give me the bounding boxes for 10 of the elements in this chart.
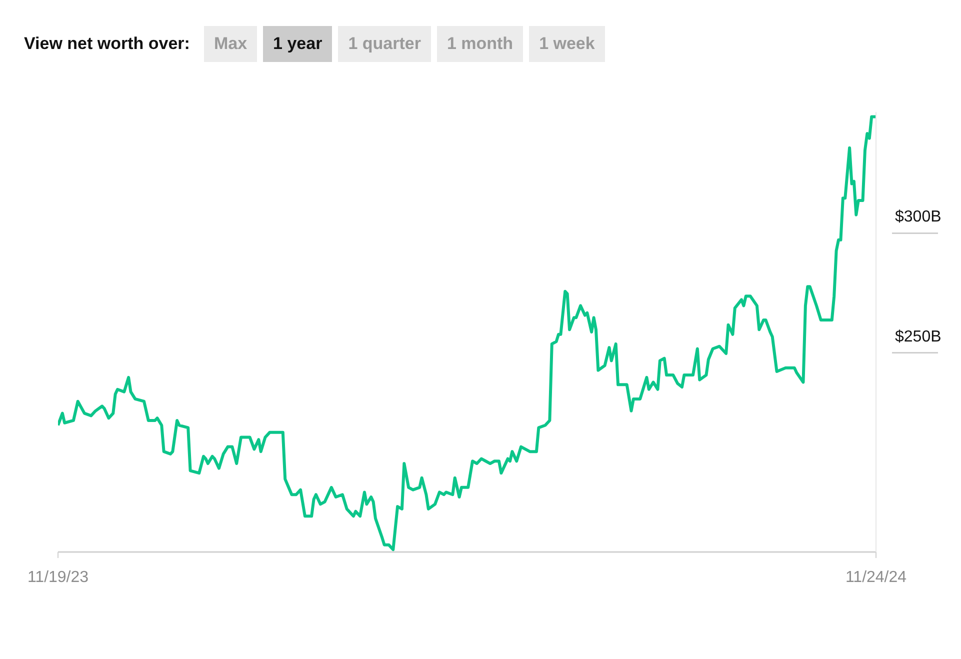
range-button[interactable]: 1 quarter (338, 26, 431, 62)
x-tick-label: 11/24/24 (845, 569, 907, 586)
range-button[interactable]: 1 week (529, 26, 605, 62)
range-button[interactable]: 1 year (263, 26, 332, 62)
range-button[interactable]: Max (204, 26, 258, 62)
x-tick-label: 11/19/23 (27, 569, 89, 586)
y-tick-label: $250B (895, 328, 942, 346)
chart-title: View net worth over: (24, 34, 190, 54)
y-tick-label: $300B (895, 208, 942, 226)
range-button[interactable]: 1 month (436, 26, 524, 62)
